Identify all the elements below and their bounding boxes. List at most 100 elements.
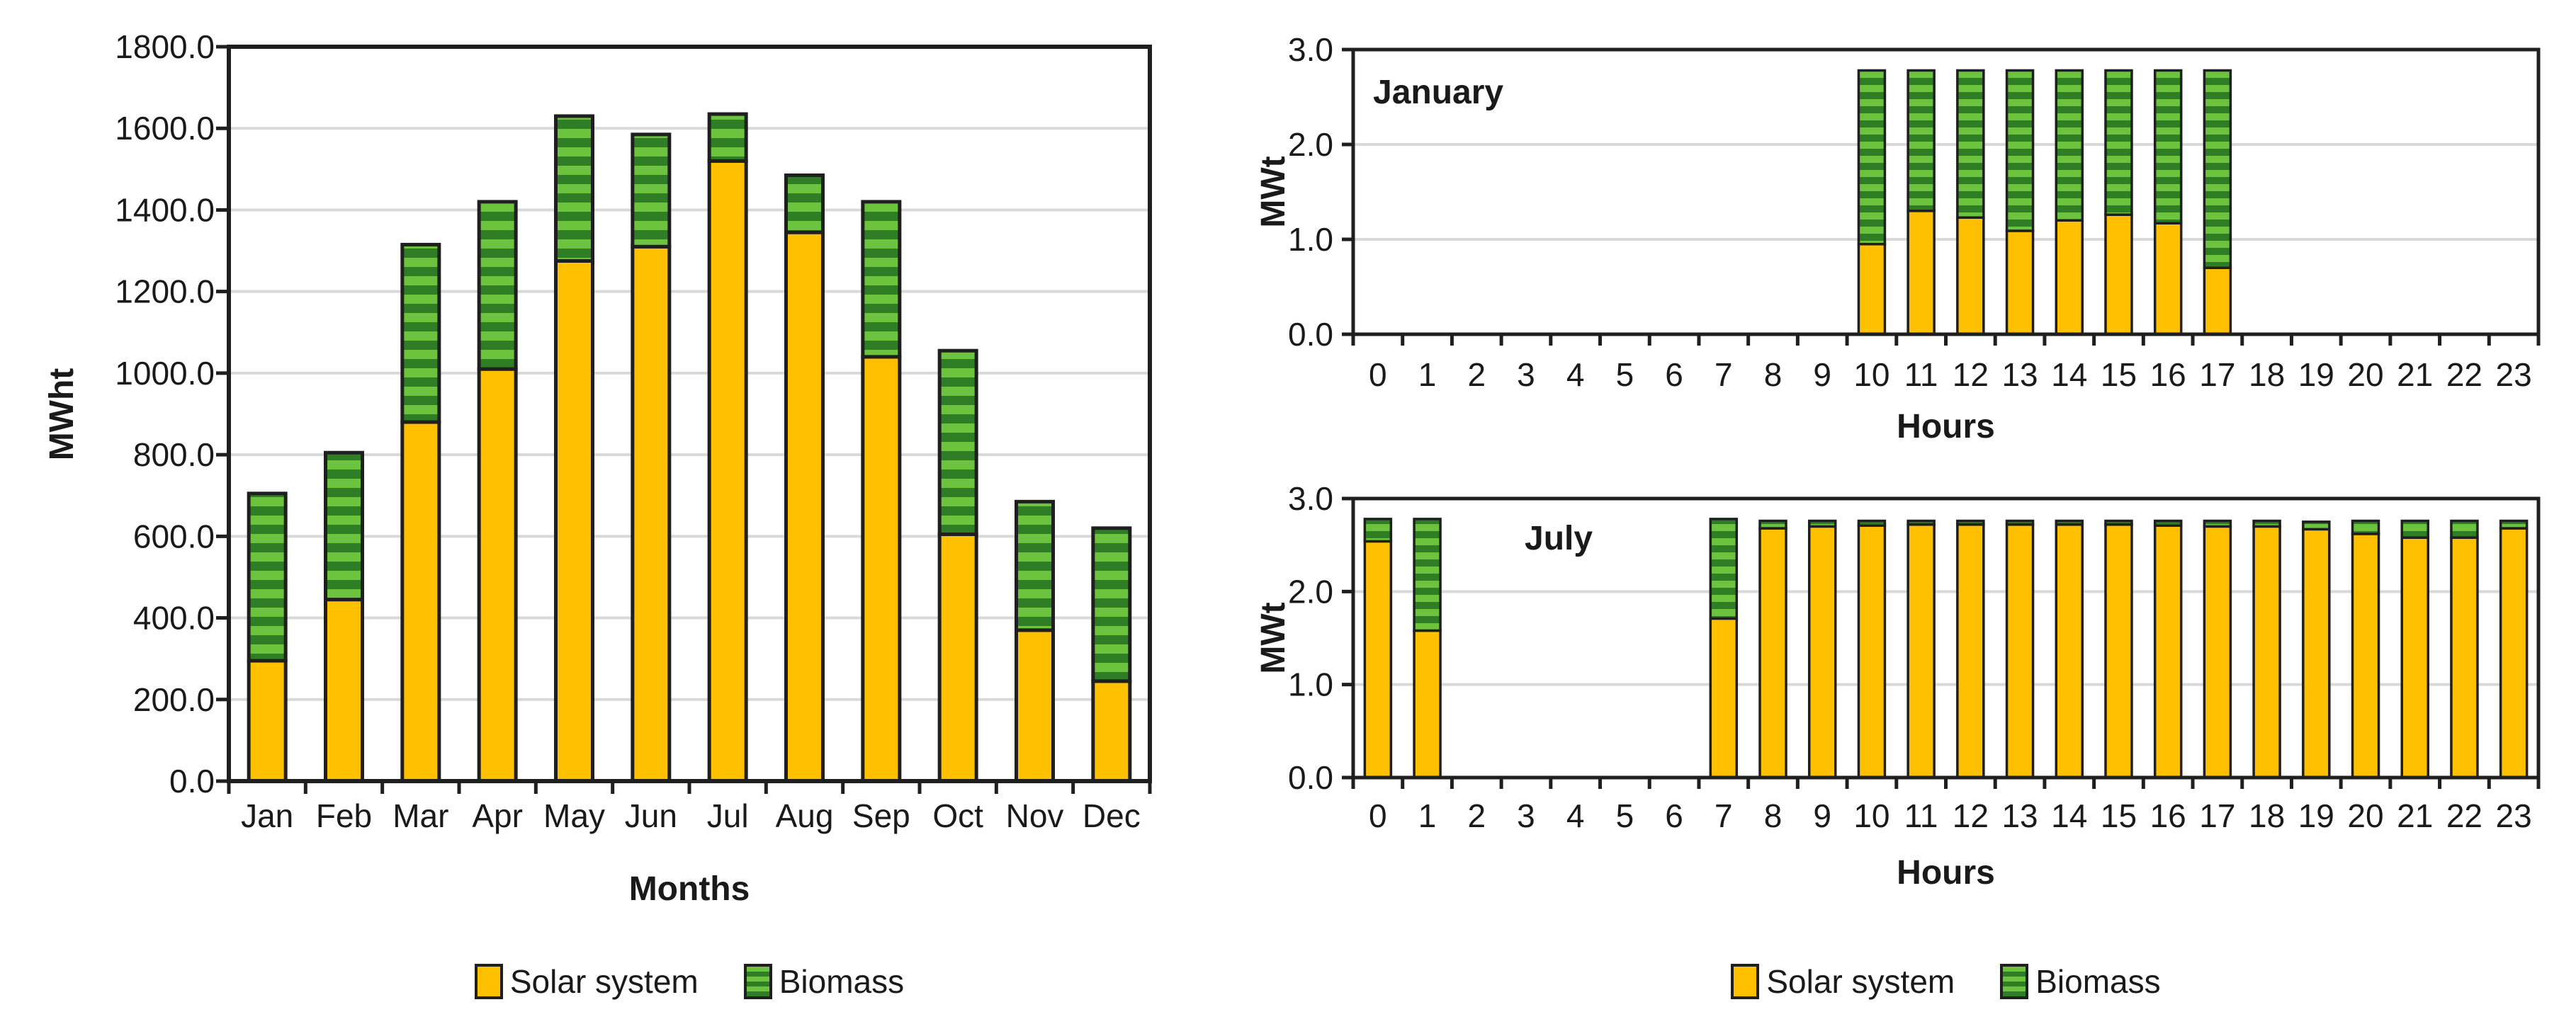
x-category-label: 14 [2051, 356, 2087, 393]
biomass-bar-segment [1857, 69, 1887, 246]
x-category-label: 16 [2150, 356, 2186, 393]
y-tick-label: 1600.0 [115, 110, 215, 147]
july-chart: 0.01.02.03.00 1 2 3 4 5 6 7 8 9 10 11 12 13 14 15 16 17 18… [1288, 480, 2541, 834]
biomass-bar-segment [1857, 519, 1887, 527]
x-category-label: 21 [2397, 797, 2433, 834]
x-category-label: 13 [2001, 797, 2038, 834]
solar-legend-label: Solar system [1766, 963, 1955, 1000]
solar-bar-segment [1956, 523, 1985, 779]
solar-bar-segment [861, 355, 902, 783]
biomass-legend-swatch [2000, 964, 2029, 999]
x-category-label: 3 [1517, 797, 1535, 834]
solar-bar-segment [1857, 242, 1887, 336]
solar-bar-segment [2104, 523, 2133, 779]
biomass-legend-swatch [743, 964, 772, 999]
x-category-label: 12 [1953, 797, 1989, 834]
x-category-label: 19 [2298, 356, 2334, 393]
biomass-bar-segment [2400, 519, 2429, 539]
x-category-label: 20 [2347, 356, 2383, 393]
x-category-label: Jul [707, 797, 749, 834]
monthly-y-axis-title: MWht [43, 368, 81, 461]
x-category-label: 12 [1953, 356, 1989, 393]
biomass-bar-segment [2005, 69, 2035, 232]
solar-bar-segment [400, 420, 441, 783]
x-category-label: Dec [1083, 797, 1141, 834]
solar-bar-segment [2252, 525, 2281, 779]
x-category-label: 22 [2446, 797, 2482, 834]
x-category-label: 17 [2199, 797, 2235, 834]
y-tick-label: 1200.0 [115, 273, 215, 310]
x-category-label: 1 [1418, 797, 1437, 834]
y-tick-label: 200.0 [133, 681, 215, 718]
x-category-label: 23 [2496, 356, 2532, 393]
biomass-bar-segment [2203, 69, 2232, 269]
x-category-label: 22 [2446, 356, 2482, 393]
solar-bar-segment [631, 244, 672, 783]
x-category-label: 2 [1467, 356, 1486, 393]
x-category-label: Mar [392, 797, 448, 834]
x-category-label: 10 [1853, 797, 1889, 834]
solar-bar-segment [247, 659, 288, 783]
x-category-label: Sep [852, 797, 910, 834]
solar-bar-segment [1956, 216, 1985, 336]
january-chart: 0.01.02.03.00 1 2 3 4 5 6 7 8 9 10 11 12 13 14 15 16 17 18… [1288, 31, 2541, 393]
solar-bar-segment [707, 159, 748, 783]
solar-bar-segment [1807, 525, 1837, 779]
july-x-axis-title: Hours [1897, 854, 1995, 892]
x-category-label: Oct [932, 797, 983, 834]
biomass-bar-segment [2450, 519, 2479, 539]
solar-bar-segment [2005, 229, 2035, 336]
x-category-label: 19 [2298, 797, 2334, 834]
x-category-label: May [543, 797, 605, 834]
biomass-bar-segment [247, 491, 288, 663]
plot-frame [227, 45, 1152, 783]
biomass-bar-segment [1956, 519, 1985, 526]
x-category-label: Nov [1006, 797, 1064, 834]
x-category-label: 18 [2249, 356, 2285, 393]
solar-legend-swatch [1731, 964, 1760, 999]
biomass-bar-segment [1363, 518, 1393, 543]
y-tick-label: 0.0 [1288, 759, 1333, 796]
solar-bar-segment [2055, 523, 2084, 779]
y-tick-label: 2.0 [1288, 126, 1333, 163]
biomass-bar-segment [1956, 69, 1985, 219]
solar-bar-segment [784, 230, 825, 783]
solar-legend-label: Solar system [509, 963, 699, 1000]
biomass-bar-segment [1906, 69, 1936, 212]
monthly-legend: Solar system Biomass [229, 963, 1150, 1000]
x-category-label: 21 [2397, 356, 2433, 393]
solar-bar-segment [2499, 527, 2529, 779]
biomass-bar-segment [1906, 519, 1936, 526]
x-category-label: 1 [1418, 356, 1437, 393]
x-category-label: 4 [1566, 797, 1585, 834]
biomass-bar-segment [2055, 69, 2084, 222]
x-category-label: Feb [316, 797, 372, 834]
y-tick-label: 1000.0 [115, 355, 215, 392]
biomass-bar-segment [631, 132, 672, 249]
january-chart-title: January [1373, 74, 1504, 111]
biomass-bar-segment [707, 112, 748, 163]
y-tick-label: 1400.0 [115, 191, 215, 228]
y-tick-label: 0.0 [169, 763, 215, 800]
hourly-legend: Solar system Biomass [1353, 963, 2538, 1000]
biomass-legend-label: Biomass [779, 963, 905, 1000]
x-category-label: 8 [1764, 356, 1783, 393]
july-y-axis-title: MWt [1255, 602, 1292, 674]
x-category-label: 8 [1764, 797, 1783, 834]
x-category-label: 6 [1665, 356, 1683, 393]
y-tick-label: 3.0 [1288, 480, 1333, 517]
y-tick-label: 2.0 [1288, 573, 1333, 610]
biomass-bar-segment [1091, 526, 1132, 683]
solar-bar-segment [2153, 524, 2183, 779]
x-category-label: 0 [1369, 797, 1387, 834]
x-category-label: 7 [1714, 356, 1733, 393]
x-category-label: 2 [1467, 797, 1486, 834]
solar-bar-segment [554, 258, 594, 783]
biomass-bar-segment [477, 200, 518, 371]
x-category-label: 4 [1566, 356, 1585, 393]
y-tick-label: 400.0 [133, 600, 215, 637]
biomass-bar-segment [554, 114, 594, 263]
x-category-label: 16 [2150, 797, 2186, 834]
